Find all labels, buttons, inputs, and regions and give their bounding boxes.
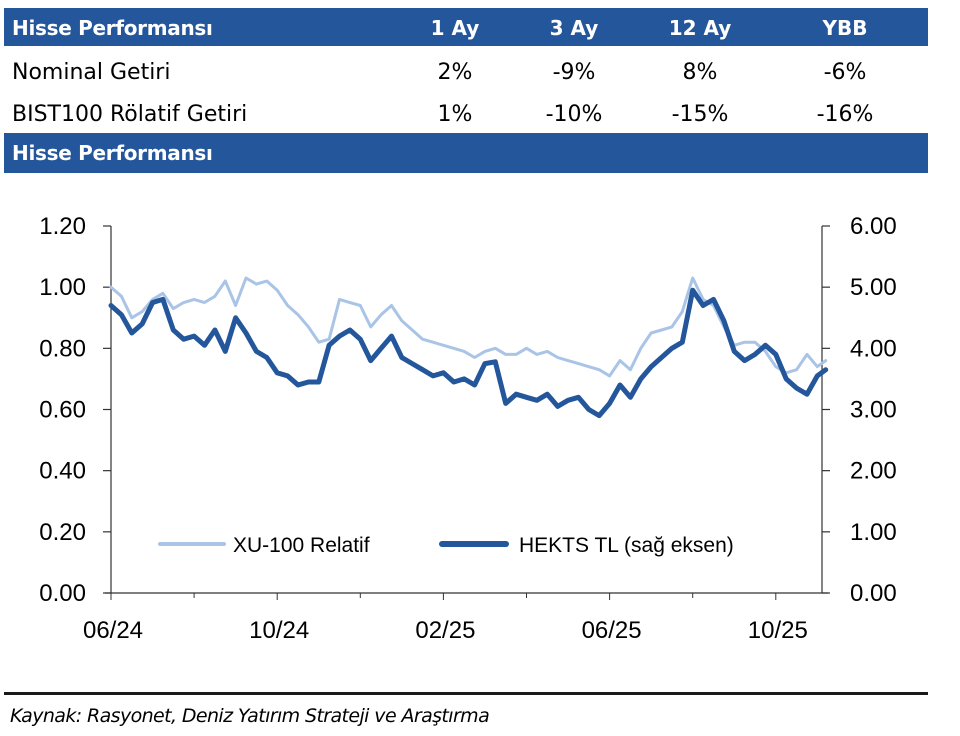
- right-tick-label: 5.00: [850, 274, 897, 301]
- left-tick-label: 0.00: [39, 580, 86, 607]
- cell-3-ay: -10%: [545, 102, 603, 127]
- chart-section-title: Hisse Performansı: [12, 141, 213, 165]
- column-header-12-ay: 12 Ay: [668, 16, 732, 40]
- left-tick-label: 1.00: [39, 274, 86, 301]
- x-tick-label: 06/24: [83, 617, 143, 644]
- cell-12-ay: 8%: [682, 60, 718, 85]
- left-tick-label: 0.40: [39, 458, 86, 485]
- legend-label: HEKTS TL (sağ eksen): [519, 534, 734, 557]
- cell-ybb: -16%: [816, 102, 874, 127]
- chart-axes: 0.00 0.20 0.40 0.60 0.80 1.00 1.20 0.00 1.00 2.00…: [39, 213, 896, 644]
- source-note: Kaynak: Rasyonet, Deniz Yatırım Strateji…: [10, 705, 490, 727]
- chart-series: [108, 276, 829, 419]
- cell-ybb: -6%: [823, 60, 867, 85]
- chart-section-band: Hisse Performansı: [4, 133, 928, 173]
- right-tick-label: 6.00: [850, 213, 897, 240]
- row-label: Nominal Getiri: [12, 60, 171, 85]
- cell-1-ay: 2%: [437, 60, 473, 85]
- left-tick-label: 1.20: [39, 213, 86, 240]
- column-header-1-ay: 1 Ay: [430, 16, 480, 40]
- left-tick-label: 0.60: [39, 397, 86, 424]
- series-line-hekts-tl: [108, 287, 829, 419]
- chart-legend: XU-100 Relatif HEKTS TL (sağ eksen): [158, 534, 734, 557]
- left-tick-label: 0.20: [39, 519, 86, 546]
- table-header-band: Hisse Performansı 1 Ay 3 Ay 12 Ay YBB: [4, 8, 928, 46]
- table-title: Hisse Performansı: [12, 16, 213, 40]
- x-tick-label: 02/25: [415, 617, 475, 644]
- legend-label: XU-100 Relatif: [233, 534, 370, 557]
- column-header-3-ay: 3 Ay: [549, 16, 599, 40]
- right-tick-label: 4.00: [850, 335, 897, 362]
- table-row-relative: BIST100 Rölatif Getiri 1% -10% -15% -16%: [0, 96, 930, 136]
- performance-chart: 0.00 0.20 0.40 0.60 0.80 1.00 1.20 0.00 1.00 2.00…: [39, 213, 896, 644]
- right-tick-label: 0.00: [850, 580, 897, 607]
- cell-3-ay: -9%: [552, 60, 596, 85]
- column-header-ybb: YBB: [822, 16, 868, 40]
- right-tick-label: 1.00: [850, 519, 897, 546]
- table-row-nominal: Nominal Getiri 2% -9% 8% -6%: [0, 54, 930, 94]
- footer-rule: [4, 692, 928, 695]
- right-tick-label: 3.00: [850, 397, 897, 424]
- row-label: BIST100 Rölatif Getiri: [12, 102, 248, 127]
- x-tick-label: 06/25: [582, 617, 642, 644]
- left-tick-label: 0.80: [39, 335, 86, 362]
- series-line-xu100-relatif: [109, 276, 828, 378]
- cell-12-ay: -15%: [671, 102, 729, 127]
- cell-1-ay: 1%: [437, 102, 473, 127]
- x-tick-label: 10/24: [249, 617, 309, 644]
- right-tick-label: 2.00: [850, 458, 897, 485]
- x-tick-label: 10/25: [748, 617, 808, 644]
